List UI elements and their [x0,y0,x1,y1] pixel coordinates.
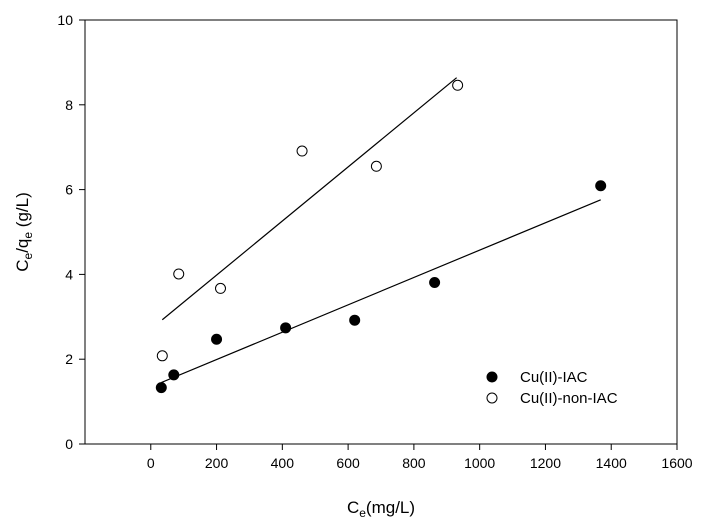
x-tick-label: 1200 [530,455,561,471]
data-point-series-0 [429,276,441,288]
y-tick-label: 4 [65,266,73,282]
x-axis-label: Ce(mg/L) [347,498,415,520]
legend: Cu(II)-IAC Cu(II)-non-IAC [486,369,618,407]
data-point-series-1 [370,160,382,172]
y-tick-label: 10 [57,12,73,28]
y-axis-ticks: 0 2 4 6 8 10 [57,12,85,452]
data-point-series-0 [595,180,607,192]
data-point-series-1 [215,282,227,294]
x-tick-label: 200 [205,455,229,471]
data-point-series-0 [155,382,167,394]
y-tick-label: 2 [65,351,73,367]
y-tick-label: 8 [65,97,73,113]
data-point-series-0 [168,369,180,381]
x-tick-label: 800 [402,455,426,471]
fit-line-series-1 [161,77,458,321]
fit-line-series-0 [161,199,601,384]
x-tick-label: 1600 [661,455,692,471]
legend-label-cu-iac: Cu(II)-IAC [520,369,588,386]
x-tick-label: 1000 [464,455,495,471]
y-axis-label: Ce/qe (g/L) [13,192,35,272]
regression-lines [161,77,601,384]
y-tick-label: 6 [65,182,73,198]
data-point-series-1 [296,145,308,157]
x-tick-label: 600 [336,455,360,471]
x-axis-ticks: 0 200 400 600 800 1000 1200 1400 1600 [147,444,693,471]
data-point-series-1 [156,350,168,362]
plot-frame [84,19,678,445]
data-point-series-1 [452,79,464,91]
x-tick-label: 0 [147,455,155,471]
data-point-series-0 [349,314,361,326]
data-point-series-0 [280,322,292,334]
x-tick-label: 1400 [596,455,627,471]
data-point-series-0 [211,333,223,345]
x-tick-label: 400 [271,455,295,471]
y-tick-label: 0 [65,436,73,452]
legend-marker-cu-non-iac [486,392,498,404]
data-points [155,79,607,394]
data-point-series-1 [173,268,185,280]
legend-marker-cu-iac [486,371,498,383]
legend-label-cu-non-iac: Cu(II)-non-IAC [520,390,618,407]
